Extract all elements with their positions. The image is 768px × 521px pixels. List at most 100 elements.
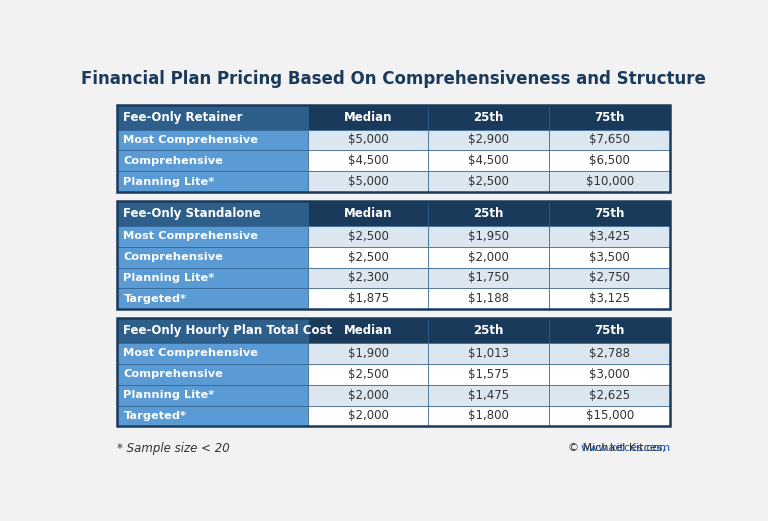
Text: © Michael Kitces,: © Michael Kitces, <box>568 443 670 453</box>
Bar <box>549 405 670 426</box>
Text: Financial Plan Pricing Based On Comprehensiveness and Structure: Financial Plan Pricing Based On Comprehe… <box>81 70 706 89</box>
Bar <box>549 226 670 246</box>
Bar <box>117 105 670 192</box>
Bar <box>429 201 549 226</box>
Text: $6,500: $6,500 <box>589 154 631 167</box>
Bar <box>308 246 429 267</box>
Bar <box>549 151 670 171</box>
Text: $2,500: $2,500 <box>348 251 389 264</box>
Bar <box>549 105 670 130</box>
Text: $5,000: $5,000 <box>348 175 389 188</box>
Bar <box>549 201 670 226</box>
Text: $1,800: $1,800 <box>468 410 509 423</box>
Bar <box>549 384 670 405</box>
Bar <box>549 343 670 364</box>
Text: Most Comprehensive: Most Comprehensive <box>124 135 259 145</box>
Text: $1,875: $1,875 <box>348 292 389 305</box>
Text: $2,000: $2,000 <box>348 410 389 423</box>
Text: Planning Lite*: Planning Lite* <box>124 390 215 400</box>
Text: Planning Lite*: Planning Lite* <box>124 177 215 187</box>
Text: $2,500: $2,500 <box>348 368 389 381</box>
Text: Planning Lite*: Planning Lite* <box>124 273 215 283</box>
Bar <box>429 171 549 192</box>
Text: Median: Median <box>344 324 392 337</box>
Bar <box>117 130 308 151</box>
Text: $2,625: $2,625 <box>589 389 631 402</box>
Bar <box>117 289 308 309</box>
Bar <box>308 343 429 364</box>
Bar <box>549 130 670 151</box>
Text: $1,188: $1,188 <box>468 292 509 305</box>
Text: $7,650: $7,650 <box>589 133 631 146</box>
Bar <box>117 105 308 130</box>
Bar <box>117 384 308 405</box>
Bar <box>117 405 308 426</box>
Bar <box>308 130 429 151</box>
Text: 75th: 75th <box>594 207 625 220</box>
Bar <box>308 289 429 309</box>
Text: $1,750: $1,750 <box>468 271 509 284</box>
Text: 25th: 25th <box>474 207 504 220</box>
Bar <box>429 130 549 151</box>
Text: $3,500: $3,500 <box>589 251 630 264</box>
Bar <box>429 384 549 405</box>
Bar <box>429 267 549 289</box>
Bar <box>549 364 670 384</box>
Text: $3,125: $3,125 <box>589 292 631 305</box>
Bar <box>429 151 549 171</box>
Bar <box>549 171 670 192</box>
Bar <box>117 343 308 364</box>
Text: 25th: 25th <box>474 324 504 337</box>
Text: Comprehensive: Comprehensive <box>124 156 223 166</box>
Text: $2,750: $2,750 <box>589 271 631 284</box>
Text: $3,000: $3,000 <box>589 368 630 381</box>
Text: $3,425: $3,425 <box>589 230 631 243</box>
Text: Targeted*: Targeted* <box>124 294 187 304</box>
Text: $2,900: $2,900 <box>468 133 509 146</box>
Bar <box>117 201 308 226</box>
Text: Comprehensive: Comprehensive <box>124 252 223 262</box>
Bar <box>308 226 429 246</box>
Bar <box>549 289 670 309</box>
Bar <box>429 246 549 267</box>
Text: $4,500: $4,500 <box>348 154 389 167</box>
Text: $2,500: $2,500 <box>348 230 389 243</box>
Text: 25th: 25th <box>474 110 504 123</box>
Bar <box>117 246 308 267</box>
Text: Comprehensive: Comprehensive <box>124 369 223 379</box>
Bar <box>549 246 670 267</box>
Bar <box>308 364 429 384</box>
Text: $1,013: $1,013 <box>468 347 509 360</box>
Text: Fee-Only Hourly Plan Total Cost: Fee-Only Hourly Plan Total Cost <box>124 324 333 337</box>
Text: $4,500: $4,500 <box>468 154 509 167</box>
Bar <box>429 343 549 364</box>
Bar <box>117 364 308 384</box>
Bar <box>117 226 308 246</box>
Text: $2,300: $2,300 <box>348 271 389 284</box>
Text: Fee-Only Retainer: Fee-Only Retainer <box>124 110 243 123</box>
Bar <box>308 105 429 130</box>
Text: $1,900: $1,900 <box>348 347 389 360</box>
Bar <box>117 318 308 343</box>
Bar <box>429 105 549 130</box>
Bar <box>308 201 429 226</box>
Bar <box>429 289 549 309</box>
Text: $2,788: $2,788 <box>589 347 631 360</box>
Text: $15,000: $15,000 <box>586 410 634 423</box>
Bar <box>429 405 549 426</box>
Bar <box>117 171 308 192</box>
Bar <box>308 318 429 343</box>
Bar <box>117 151 308 171</box>
Text: www.kitces.com: www.kitces.com <box>581 443 670 453</box>
Text: 75th: 75th <box>594 324 625 337</box>
Bar <box>308 171 429 192</box>
Bar <box>308 151 429 171</box>
Text: 75th: 75th <box>594 110 625 123</box>
Text: $2,000: $2,000 <box>468 251 509 264</box>
Text: * Sample size < 20: * Sample size < 20 <box>117 442 230 455</box>
Bar <box>308 384 429 405</box>
Bar <box>429 318 549 343</box>
Bar <box>308 267 429 289</box>
Bar <box>549 318 670 343</box>
Text: $1,475: $1,475 <box>468 389 509 402</box>
